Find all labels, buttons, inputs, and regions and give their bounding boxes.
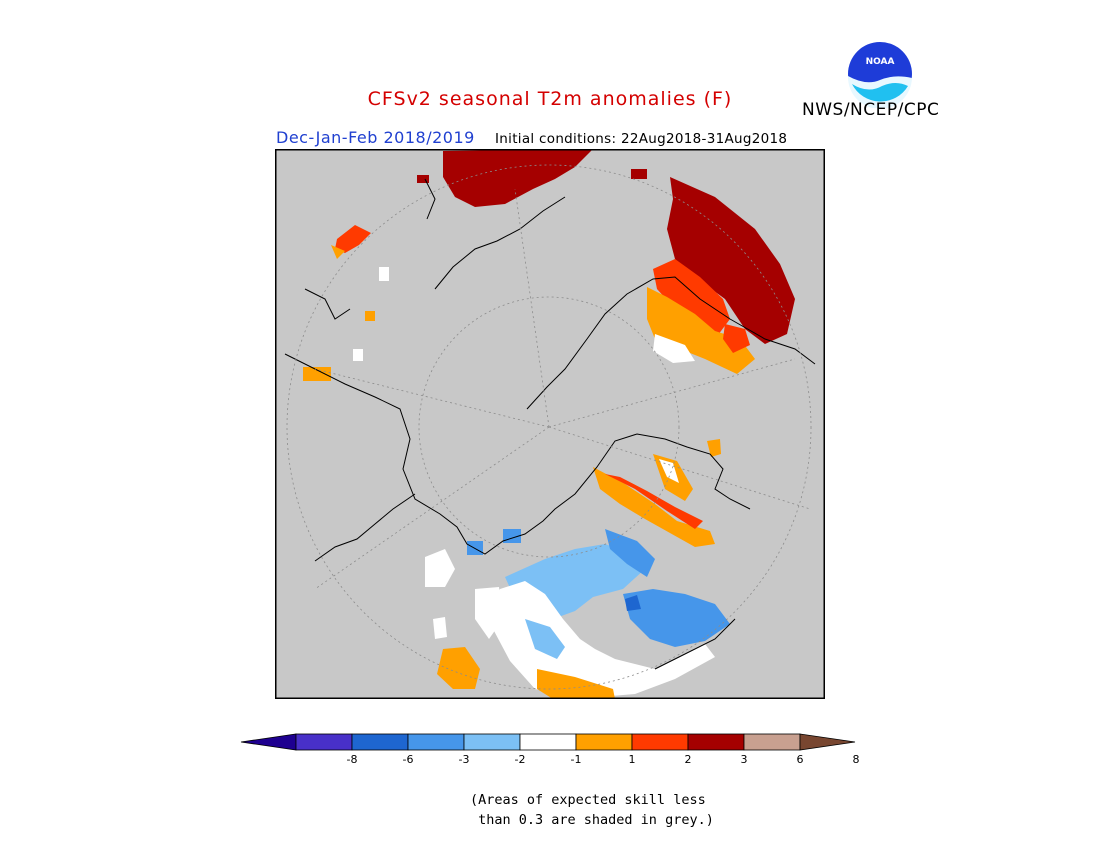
canada-anomaly-region <box>467 529 730 699</box>
colorbar-tick-label: 8 <box>853 753 860 766</box>
colorbar-tick-label: 3 <box>741 753 748 766</box>
colorbar-tick-label: -1 <box>571 753 582 766</box>
colorbar-tick-label: 2 <box>685 753 692 766</box>
color-legend: -8 -6 -3 -2 -1 1 2 3 6 8 <box>240 733 860 766</box>
kamchatka-anomaly-region <box>303 225 389 381</box>
colorbar-swatch <box>351 733 409 751</box>
noaa-logo: NOAA <box>847 42 912 108</box>
north-america-west-anomaly-region <box>425 549 615 699</box>
skill-note-line-1: (Areas of expected skill less <box>470 792 706 808</box>
polar-map <box>275 149 825 699</box>
initial-conditions-label: Initial conditions: 22Aug2018-31Aug2018 <box>495 131 788 147</box>
colorbar-swatch <box>687 733 745 751</box>
colorbar-swatch <box>743 733 801 751</box>
colorbar-tick-label: 1 <box>629 753 636 766</box>
colorbar-swatch <box>295 733 353 751</box>
europe-anomaly-region <box>647 177 795 374</box>
colorbar-tick-label: 6 <box>797 753 804 766</box>
greenland-anomaly-region <box>593 439 721 547</box>
colorbar-swatch <box>407 733 465 751</box>
map-frame <box>275 149 825 699</box>
colorbar-tick-label: -3 <box>459 753 470 766</box>
skill-note-line-2: than 0.3 are shaded in grey.) <box>470 812 714 828</box>
graticule <box>286 164 812 690</box>
colorbar-swatch <box>519 733 577 751</box>
map-title: CFSv2 seasonal T2m anomalies (F) <box>367 88 733 110</box>
colorbar-tick-label: -2 <box>515 753 526 766</box>
siberia-anomaly-region <box>417 149 647 207</box>
skill-note: (Areas of expected skill less than 0.3 a… <box>470 790 714 830</box>
coastlines <box>284 178 816 670</box>
colorbar-swatch <box>463 733 521 751</box>
agency-label: NWS/NCEP/CPC <box>802 100 940 120</box>
colorbar-arrow-low <box>240 733 297 751</box>
logo-text: NOAA <box>866 57 895 67</box>
colorbar-tick-label: -6 <box>403 753 414 766</box>
colorbar-arrow-high <box>799 733 856 751</box>
colorbar-tick-label: -8 <box>347 753 358 766</box>
colorbar-swatch <box>575 733 633 751</box>
season-label: Dec-Jan-Feb 2018/2019 <box>276 128 475 147</box>
colorbar-swatch <box>631 733 689 751</box>
